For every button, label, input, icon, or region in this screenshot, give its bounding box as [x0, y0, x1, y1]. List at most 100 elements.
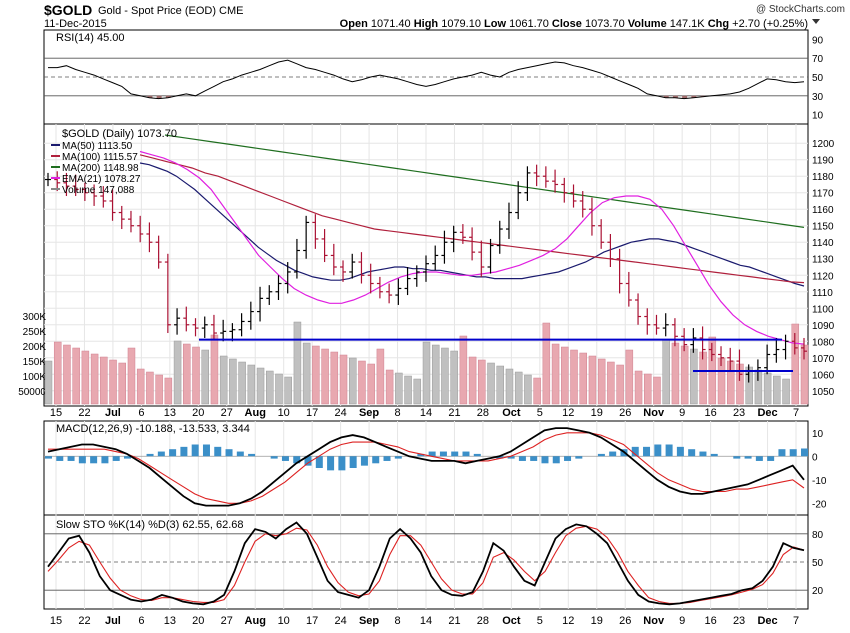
volume-bar [339, 354, 348, 405]
macd-histogram-bar [293, 456, 301, 464]
macd-histogram-bar [451, 451, 459, 457]
macd-histogram-bar [755, 456, 763, 461]
date-tick-label: 28 [477, 615, 489, 627]
date-tick-label: 17 [306, 615, 318, 627]
date-tick-label: Dec [757, 407, 777, 419]
instrument-name-text: Gold - Spot Price (EOD) [98, 5, 216, 17]
volume-bar [266, 370, 274, 405]
date-tick-label: 12 [562, 407, 574, 419]
rsi-tick-label: 90 [812, 35, 824, 46]
volume-bar [570, 349, 578, 405]
date-tick-label: 28 [477, 407, 489, 419]
macd-histogram-bar [383, 456, 391, 461]
macd-histogram-bar [236, 451, 244, 457]
price-tick-label: 1160 [812, 205, 834, 216]
macd-histogram-bar [631, 446, 639, 457]
date-tick-label: 15 [50, 407, 62, 419]
dropdown-icon[interactable] [812, 19, 820, 24]
macd-histogram-bar [609, 451, 617, 457]
volume-bar [496, 365, 505, 405]
date-tick-label: 20 [192, 615, 204, 627]
chg-value: +2.70 (+0.25%) [732, 18, 808, 30]
volume-bar [395, 372, 403, 405]
price-tick-label: 1140 [812, 238, 834, 249]
high-label: High [414, 18, 439, 30]
volume-bar [183, 343, 191, 405]
volume-bar [238, 361, 246, 405]
volume-bar [561, 346, 569, 405]
macd-histogram-bar [123, 456, 131, 459]
volume-bar [275, 373, 283, 405]
price-candles: 1050 1060 1070 1080 1090 1100 1110 1120 1130 1140… [45, 139, 835, 398]
volume-bar [53, 341, 62, 405]
volume-bar [505, 368, 514, 405]
date-tick-label: Aug [245, 407, 266, 419]
macd-histogram-bar [349, 456, 357, 468]
date-tick-label: 13 [164, 407, 176, 419]
date-tick-label: 24 [334, 615, 346, 627]
volume-bar [229, 358, 237, 405]
high-value: 1079.10 [441, 18, 481, 30]
macd-signal-line [48, 432, 805, 504]
date-tick-label: 14 [420, 407, 432, 419]
rsi-tick-label: 50 [812, 73, 824, 84]
macd-histogram-bar [564, 456, 572, 461]
volume-bar [644, 373, 652, 405]
date-tick-label: 19 [591, 615, 603, 627]
volume-bar [219, 355, 228, 405]
date-tick-label: 21 [448, 615, 460, 627]
volume-tick-label: 200K [23, 342, 47, 353]
sto-chart: 20 50 80 [44, 521, 824, 606]
date-tick-label: 15 [50, 615, 62, 627]
instrument-name: Gold - Spot Price (EOD) CME [98, 5, 244, 17]
low-value: 1061.70 [509, 18, 549, 30]
volume-bar [136, 368, 145, 405]
legend-label: MA(50) 1113.50 [62, 141, 133, 152]
date-tick-label: 7 [793, 615, 799, 627]
sto-tick-label: 80 [812, 530, 824, 541]
macd-histogram-bar [439, 451, 447, 457]
volume-bar [44, 360, 53, 405]
volume-bar [164, 377, 173, 405]
macd-tick-label: -20 [812, 499, 827, 510]
macd-histogram-bar [191, 444, 199, 457]
rsi-oversold-fill [147, 95, 153, 98]
macd-histogram-bar [541, 456, 549, 464]
date-tick-label: 27 [221, 407, 233, 419]
legend-label: MA(200) 1148.98 [62, 163, 139, 174]
rsi-chart: 10 30 50 70 90 [44, 35, 824, 122]
volume-bar [671, 342, 680, 405]
macd-tick-label: -10 [812, 476, 827, 487]
date-tick-label: 10 [278, 407, 290, 419]
volume-bar [173, 340, 182, 405]
macd-title: MACD(12,26,9) -10.188, -13.533, 3.344 [56, 423, 250, 435]
price-tick-label: 1200 [812, 139, 835, 150]
date-tick-label: Sep [359, 407, 379, 419]
date-tick-label: 26 [619, 615, 631, 627]
date-tick-label: Sep [359, 615, 379, 627]
macd-line [47, 427, 805, 507]
close-label: Close [552, 18, 582, 30]
rsi-oversold-fill [165, 95, 171, 98]
volume-tick-label: 50000 [18, 387, 46, 398]
price-tick-label: 1130 [812, 255, 834, 266]
macd-histogram-bar [699, 451, 707, 457]
volume-bar [367, 363, 375, 405]
price-tick-label: 1060 [812, 370, 835, 381]
macd-histogram-bar [552, 456, 560, 464]
date-tick-label: 8 [394, 615, 400, 627]
macd-histogram-bar [530, 456, 538, 461]
volume-tick-label: 250K [23, 327, 47, 338]
volume-label: Volume [628, 18, 667, 30]
volume-bar [118, 362, 127, 405]
macd-tick-label: 10 [812, 429, 824, 440]
price-tick-label: 1070 [812, 354, 835, 365]
open-value: 1071.40 [371, 18, 411, 30]
volume-bar [597, 358, 606, 405]
date-tick-label: Nov [643, 407, 665, 419]
volume-bar [385, 369, 394, 405]
volume-bar [256, 367, 265, 405]
macd-histogram-bar [304, 456, 312, 466]
volume-bar [441, 347, 449, 405]
price-tick-label: 1080 [812, 337, 835, 348]
